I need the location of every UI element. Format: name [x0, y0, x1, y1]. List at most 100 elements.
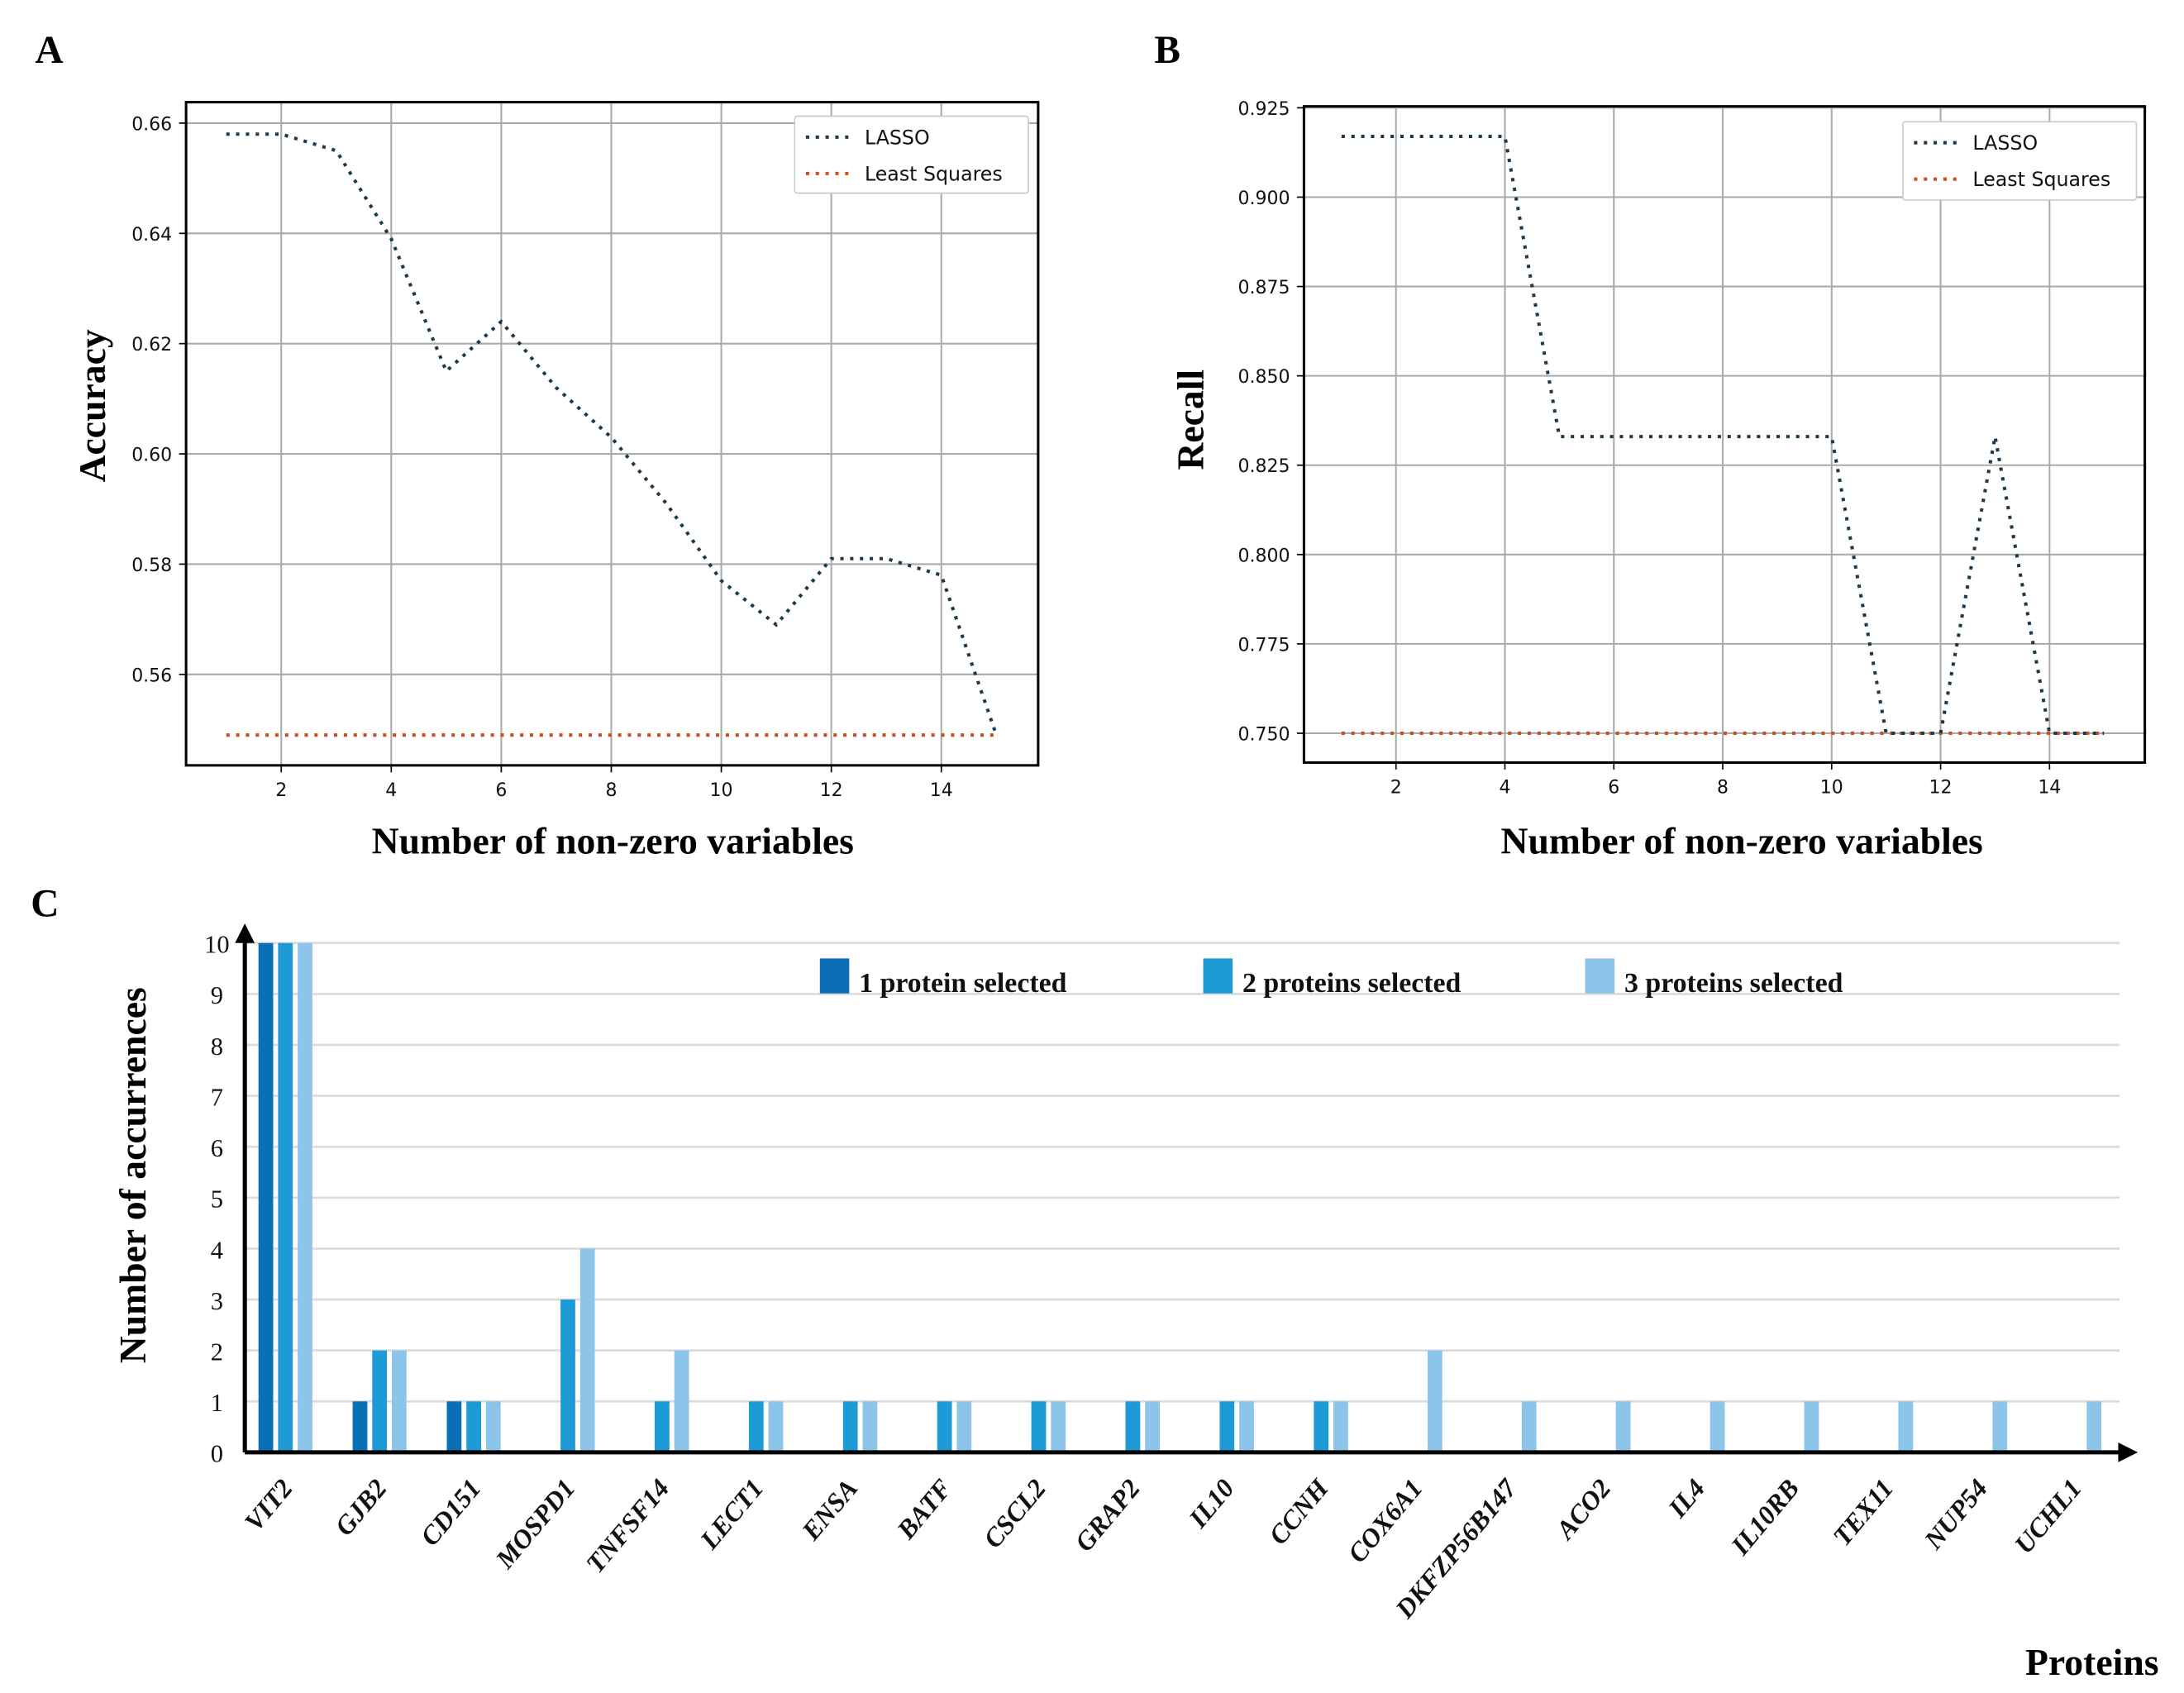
- y-tick-label: 0: [211, 1440, 223, 1468]
- x-tick-label: 8: [605, 780, 617, 801]
- category-label: VIT2: [238, 1473, 298, 1537]
- bar-lect1-series-2: [748, 1401, 764, 1452]
- category-label: MOSPD1: [489, 1473, 581, 1574]
- y-tick-label: 2: [211, 1338, 223, 1366]
- bar-dkfzp56b147-series-3: [1521, 1401, 1537, 1452]
- category-label: CCNH: [1263, 1472, 1335, 1550]
- legend-box: [794, 115, 1029, 194]
- y-tick-label: 6: [211, 1134, 223, 1162]
- category-label: CD151: [414, 1473, 486, 1551]
- bar-lect1-series-3: [768, 1401, 784, 1452]
- legend-label: 2 proteins selected: [1242, 968, 1462, 999]
- y-axis-arrow-icon: [235, 923, 255, 943]
- y-tick-label: 0.875: [1238, 278, 1290, 298]
- chart-b-xlabel: Number of non-zero variables: [1501, 819, 1983, 861]
- panel-label-a: A: [35, 29, 63, 72]
- chart-a-accuracy: 2 4 6 8 10 12 140.560.580.600.620.640.66LASSOL…: [131, 101, 1040, 801]
- bar-gjb2-series-1: [352, 1401, 368, 1452]
- y-tick-label: 0.900: [1238, 188, 1290, 209]
- bar-tex11-series-3: [1898, 1401, 1914, 1452]
- y-tick-label: 5: [211, 1185, 223, 1214]
- bar-tnfsf14-series-3: [674, 1350, 689, 1452]
- bar-cox6a1-series-3: [1427, 1350, 1442, 1452]
- x-tick-label: 12: [1929, 778, 1953, 799]
- bar-il10rb-series-3: [1804, 1401, 1819, 1452]
- bar-uchl1-series-3: [2086, 1401, 2102, 1452]
- x-tick-label: 6: [495, 780, 507, 801]
- y-tick-label: 0.925: [1238, 99, 1290, 120]
- bar-vit2-series-3: [298, 942, 312, 1452]
- bar-cd151-series-3: [485, 1401, 501, 1452]
- x-tick-label: 4: [385, 780, 397, 801]
- y-tick-label: 0.58: [131, 556, 172, 576]
- legend-swatch: [819, 958, 850, 994]
- y-tick-label: 10: [204, 931, 229, 959]
- category-label: GRAP2: [1069, 1473, 1146, 1557]
- bar-grap2-series-3: [1145, 1401, 1161, 1452]
- bar-gjb2-series-2: [372, 1350, 388, 1452]
- category-label: IL10RB: [1724, 1473, 1805, 1561]
- bar-tnfsf14-series-2: [655, 1401, 670, 1452]
- x-tick-label: 6: [1608, 778, 1619, 799]
- bar-ensa-series-2: [842, 1401, 858, 1452]
- bar-batf-series-2: [937, 1401, 952, 1452]
- y-tick-label: 0.850: [1238, 367, 1290, 388]
- legend-label: LASSO: [1972, 131, 2038, 155]
- y-tick-label: 4: [211, 1236, 223, 1264]
- x-tick-label: 2: [275, 780, 287, 801]
- x-tick-label: 14: [930, 780, 953, 801]
- bar-nup54-series-3: [1992, 1401, 2008, 1452]
- x-tick-label: 14: [2038, 778, 2061, 799]
- legend-swatch: [1203, 958, 1233, 994]
- category-label: COX6A1: [1342, 1473, 1428, 1568]
- category-label: IL10: [1182, 1473, 1240, 1533]
- bar-mospd1-series-3: [579, 1248, 595, 1452]
- y-tick-label: 0.775: [1238, 635, 1290, 656]
- x-tick-label: 4: [1500, 778, 1511, 799]
- y-tick-label: 0.60: [131, 446, 172, 466]
- x-tick-label: 10: [1820, 778, 1843, 799]
- category-label: ACO2: [1549, 1473, 1617, 1546]
- x-tick-label: 12: [820, 780, 843, 801]
- x-tick-label: 10: [710, 780, 733, 801]
- y-tick-label: 0.750: [1238, 724, 1290, 745]
- y-tick-label: 0.66: [131, 114, 172, 135]
- category-label: ENSA: [795, 1473, 863, 1546]
- legend: LASSO Least Squares: [794, 115, 1029, 194]
- y-tick-label: 0.62: [131, 335, 172, 355]
- legend-label: Least Squares: [865, 162, 1003, 185]
- y-tick-label: 3: [211, 1287, 223, 1315]
- bar-ccnh-series-2: [1314, 1401, 1329, 1452]
- category-label: CSCL2: [977, 1473, 1051, 1553]
- legend-swatch: [1585, 958, 1615, 994]
- y-tick-label: 0.56: [131, 665, 172, 686]
- legend: LASSO Least Squares: [1901, 121, 2138, 201]
- bar-cd151-series-2: [466, 1401, 481, 1452]
- bar-ccnh-series-3: [1333, 1401, 1348, 1452]
- bar-aco2-series-3: [1615, 1401, 1631, 1452]
- y-tick-label: 8: [211, 1032, 223, 1061]
- y-tick-label: 7: [211, 1083, 223, 1111]
- chart-a-ylabel: Accuracy: [71, 329, 113, 482]
- bar-il10-series-3: [1239, 1401, 1254, 1452]
- x-tick-label: 8: [1717, 778, 1729, 799]
- bar-ensa-series-3: [862, 1401, 878, 1452]
- legend-label: 3 proteins selected: [1624, 968, 1843, 999]
- category-label: LECT1: [694, 1473, 769, 1555]
- panel-label-b: B: [1154, 29, 1180, 72]
- bar-batf-series-3: [956, 1401, 972, 1452]
- bar-il10-series-2: [1219, 1401, 1235, 1452]
- bar-gjb2-series-3: [391, 1350, 407, 1452]
- bar-mospd1-series-2: [560, 1300, 575, 1452]
- category-label: UCHL1: [2009, 1473, 2087, 1559]
- legend-label: LASSO: [865, 126, 930, 149]
- chart-c-occurrences: 0 1 2 3 4 5 6 7 8 9 10 VIT2 GJB2 CD151 MOSPD1 TNFSF14 LE…: [204, 923, 2139, 1624]
- category-label: TNFSF14: [580, 1473, 675, 1578]
- bar-cscl2-series-2: [1031, 1401, 1047, 1452]
- y-tick-label: 1: [211, 1389, 223, 1417]
- bar-il4-series-3: [1710, 1401, 1725, 1452]
- plot-frame: [1302, 105, 2147, 764]
- legend-label: Least Squares: [1972, 168, 2110, 191]
- chart-a-xlabel: Number of non-zero variables: [372, 819, 854, 861]
